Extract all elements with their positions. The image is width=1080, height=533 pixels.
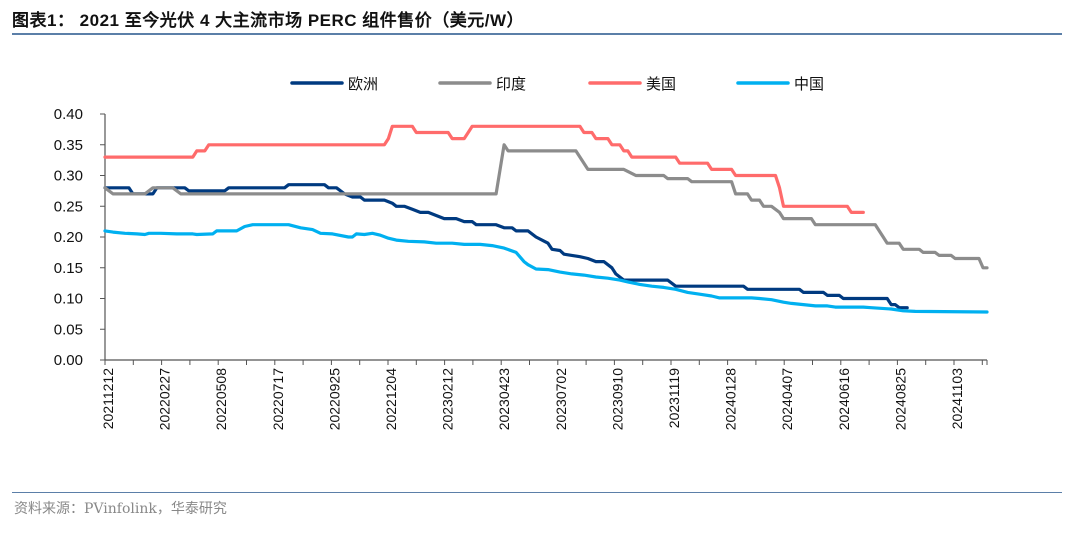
x-tick-label: 20240825 — [892, 368, 908, 431]
legend-label: 美国 — [646, 75, 676, 93]
series-line-2 — [103, 124, 865, 214]
series-line-1 — [103, 143, 989, 270]
title-divider — [12, 33, 1062, 35]
legend-item: 美国 — [588, 75, 676, 93]
y-tick-label: 0.35 — [54, 137, 83, 154]
y-tick-label: 0.05 — [54, 321, 83, 338]
x-tick-label: 20221204 — [383, 368, 399, 431]
y-tick-label: 0.40 — [54, 106, 83, 123]
x-tick-label: 20211212 — [100, 368, 116, 429]
series-lines — [103, 124, 989, 314]
y-tick-label: 0.00 — [54, 352, 83, 369]
x-tick-label: 20231119 — [666, 368, 682, 428]
y-tick-label: 0.20 — [54, 229, 83, 246]
x-tick-label: 20220717 — [270, 368, 286, 431]
x-tick-label: 20230212 — [440, 368, 456, 431]
x-tick-label: 20220508 — [213, 368, 229, 431]
x-tick-label: 20220227 — [157, 368, 173, 431]
x-tick-label: 20240616 — [836, 368, 852, 431]
y-tick-label: 0.15 — [54, 260, 83, 277]
chart-title: 图表1： 2021 至今光伏 4 大主流市场 PERC 组件售价（美元/W） — [12, 11, 525, 30]
x-tick-label: 20240128 — [723, 368, 739, 431]
x-tick-label: 20220925 — [326, 368, 342, 431]
x-axis: 20211212 20220227 20220508 20220717 20220925… — [100, 359, 988, 431]
x-tick-label: 20240407 — [779, 368, 795, 431]
y-axis: 0.00 0.05 0.10 0.15 0.20 0.25 0.30 0.35 0.40 — [54, 106, 106, 369]
legend: 欧洲 印度 美国 中国 — [290, 75, 824, 93]
legend-label: 中国 — [794, 75, 824, 93]
x-tick-label: 20241103 — [949, 368, 965, 429]
footer-divider — [12, 492, 1062, 493]
source-note: 资料来源：PVinfolink，华泰研究 — [14, 501, 227, 517]
x-tick-label: 20230423 — [496, 368, 512, 431]
legend-item: 欧洲 — [290, 75, 378, 93]
y-tick-label: 0.10 — [54, 291, 83, 308]
y-tick-label: 0.30 — [54, 168, 83, 185]
legend-item: 印度 — [438, 75, 526, 93]
legend-label: 印度 — [496, 75, 526, 93]
series-line-3 — [103, 223, 989, 314]
x-tick-label: 20230910 — [609, 368, 625, 431]
legend-item: 中国 — [736, 75, 824, 93]
x-tick-label: 20230702 — [553, 368, 569, 431]
series-line-0 — [103, 183, 909, 310]
legend-label: 欧洲 — [348, 75, 378, 93]
y-tick-label: 0.25 — [54, 198, 83, 215]
